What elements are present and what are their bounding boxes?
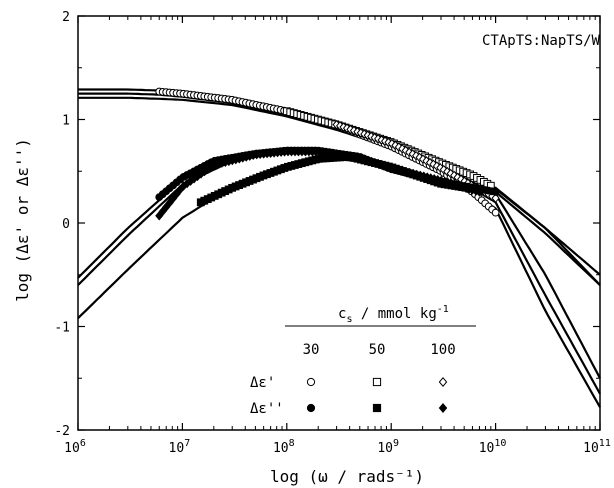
chart-annotation: CTApTS:NapTS/W <box>482 33 601 49</box>
data-point <box>491 208 500 217</box>
legend-row-label: Δε'' <box>250 401 284 417</box>
data-point <box>491 193 500 203</box>
data-point <box>372 377 382 387</box>
y-tick-label: 1 <box>62 114 70 129</box>
legend-header: cs / mmol kg-1 <box>338 304 449 325</box>
legend-concentration: 30 <box>303 342 320 358</box>
axis-ticks: 106 107 108 109 1010 1011 -2 -1 0 1 2 <box>54 10 611 456</box>
x-tick-label: 106 <box>64 438 86 456</box>
fit-curve <box>78 88 601 408</box>
fit-curve <box>77 158 601 319</box>
fit-curve <box>77 150 601 286</box>
plot-frame <box>77 15 601 431</box>
legend: cs / mmol kg-1 30 50 100 Δε' Δε'' <box>250 304 476 417</box>
x-axis-label: log (ω / rads⁻¹) <box>270 467 424 486</box>
data-point <box>475 187 484 197</box>
fit-curve <box>78 96 601 379</box>
x-tick-label: 108 <box>273 438 295 456</box>
data-point <box>372 403 382 413</box>
x-tick-label: 1010 <box>479 438 507 456</box>
y-tick-label: -1 <box>54 321 70 336</box>
fit-curves <box>77 88 601 408</box>
y-tick-label: 2 <box>62 10 70 25</box>
data-point <box>491 188 500 196</box>
data-point <box>438 403 448 413</box>
legend-row-label: Δε' <box>250 375 275 391</box>
x-tick-label: 109 <box>377 438 399 456</box>
x-tick-label: 1011 <box>583 438 611 456</box>
data-points <box>155 87 500 221</box>
y-axis-label: log (Δε' or Δε'') <box>13 138 32 302</box>
data-point <box>306 403 316 413</box>
data-point <box>438 377 448 387</box>
legend-concentration: 100 <box>430 342 455 358</box>
y-tick-label: -2 <box>54 424 70 439</box>
data-point <box>306 377 316 387</box>
y-tick-label: 0 <box>62 217 70 232</box>
legend-concentration: 50 <box>369 342 386 358</box>
x-tick-label: 107 <box>169 438 191 456</box>
